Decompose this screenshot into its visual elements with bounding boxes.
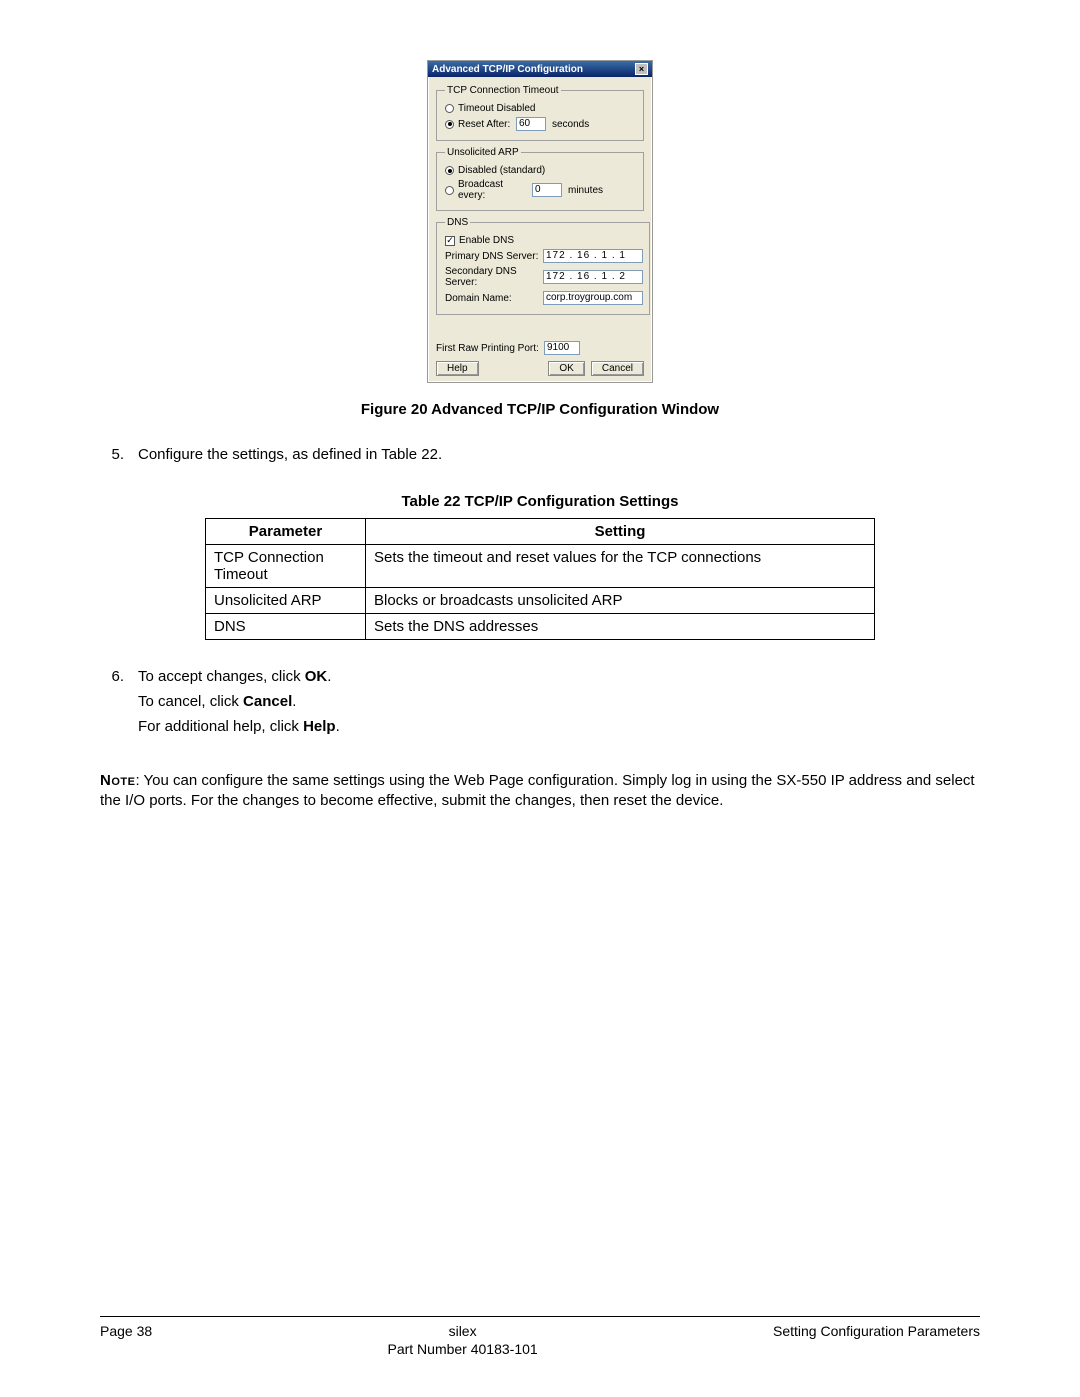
footer-section-title: Setting Configuration Parameters [773,1323,980,1357]
step-5: 5. Configure the settings, as defined in… [100,446,980,463]
help-button[interactable]: Help [436,361,479,376]
timeout-disabled-radio[interactable] [445,104,454,113]
arp-disabled-radio[interactable] [445,166,454,175]
reset-after-radio[interactable] [445,120,454,129]
arp-legend: Unsolicited ARP [445,147,521,158]
table-caption: Table 22 TCP/IP Configuration Settings [100,493,980,510]
table-cell-parameter: Unsolicited ARP [206,588,366,614]
primary-dns-input[interactable]: 172 . 16 . 1 . 1 [543,249,643,263]
arp-group: Unsolicited ARP Disabled (standard) Broa… [436,147,644,211]
secondary-dns-input[interactable]: 172 . 16 . 1 . 2 [543,270,643,284]
cancel-button[interactable]: Cancel [591,361,644,376]
step-6-ok: OK [305,668,328,685]
table-cell-parameter: DNS [206,614,366,640]
table-header-parameter: Parameter [206,519,366,545]
step-6-help: Help [303,718,336,735]
dns-legend: DNS [445,217,470,228]
raw-port-label: First Raw Printing Port: [436,343,540,354]
table-row: Unsolicited ARP Blocks or broadcasts uns… [206,588,875,614]
arp-broadcast-label: Broadcast every: [458,179,528,201]
table-row: DNS Sets the DNS addresses [206,614,875,640]
arp-broadcast-radio[interactable] [445,186,454,195]
secondary-dns-label: Secondary DNS Server: [445,266,539,288]
step-5-table-ref: Table 22 [381,446,438,463]
table-row: TCP Connection Timeout Sets the timeout … [206,545,875,588]
enable-dns-label: Enable DNS [459,235,514,246]
tcpip-config-dialog: Advanced TCP/IP Configuration × TCP Conn… [427,60,653,383]
reset-after-unit: seconds [552,119,589,130]
dns-group: DNS ✓ Enable DNS Primary DNS Server: 172… [436,217,650,315]
step-6-line2-a: To cancel, click [138,693,243,710]
table-cell-setting: Sets the DNS addresses [366,614,875,640]
note-paragraph: Note: You can configure the same setting… [100,771,980,812]
dialog-title: Advanced TCP/IP Configuration [432,64,583,75]
arp-disabled-label: Disabled (standard) [458,165,545,176]
table-cell-setting: Blocks or broadcasts unsolicited ARP [366,588,875,614]
step-6-line3-c: . [336,718,340,735]
enable-dns-checkbox[interactable]: ✓ [445,236,455,246]
primary-dns-label: Primary DNS Server: [445,251,539,262]
step-6-cancel: Cancel [243,693,292,710]
table-cell-setting: Sets the timeout and reset values for th… [366,545,875,588]
reset-after-input[interactable]: 60 [516,117,546,131]
step-6-line2-c: . [292,693,296,710]
note-text: : You can configure the same settings us… [100,772,975,809]
tcp-timeout-group: TCP Connection Timeout Timeout Disabled … [436,85,644,141]
step-6-line3-a: For additional help, click [138,718,303,735]
step-5-text-c: . [438,446,442,463]
step-5-number: 5. [100,446,124,463]
step-6-line1-a: To accept changes, click [138,668,305,685]
timeout-disabled-label: Timeout Disabled [458,103,535,114]
reset-after-label: Reset After: [458,119,512,130]
footer-page-number: Page 38 [100,1323,152,1357]
domain-name-label: Domain Name: [445,293,539,304]
footer-part-number: Part Number 40183-101 [152,1341,773,1357]
arp-broadcast-input[interactable]: 0 [532,183,562,197]
step-6-line1-c: . [327,668,331,685]
ok-button[interactable]: OK [548,361,584,376]
dialog-titlebar: Advanced TCP/IP Configuration × [428,61,652,77]
settings-table: Parameter Setting TCP Connection Timeout… [205,518,875,640]
domain-name-input[interactable]: corp.troygroup.com [543,291,643,305]
page-footer: Page 38 silex Part Number 40183-101 Sett… [100,1316,980,1357]
note-label: Note [100,772,135,789]
step-6: 6. To accept changes, click OK. [100,668,980,685]
step-5-text-a: Configure the settings, as defined in [138,446,381,463]
tcp-timeout-legend: TCP Connection Timeout [445,85,561,96]
raw-port-input[interactable]: 9100 [544,341,580,355]
close-icon[interactable]: × [635,63,648,75]
table-cell-parameter: TCP Connection Timeout [206,545,366,588]
figure-caption: Figure 20 Advanced TCP/IP Configuration … [100,401,980,418]
arp-broadcast-unit: minutes [568,185,603,196]
table-header-setting: Setting [366,519,875,545]
footer-brand: silex [152,1323,773,1339]
step-6-number: 6. [100,668,124,685]
